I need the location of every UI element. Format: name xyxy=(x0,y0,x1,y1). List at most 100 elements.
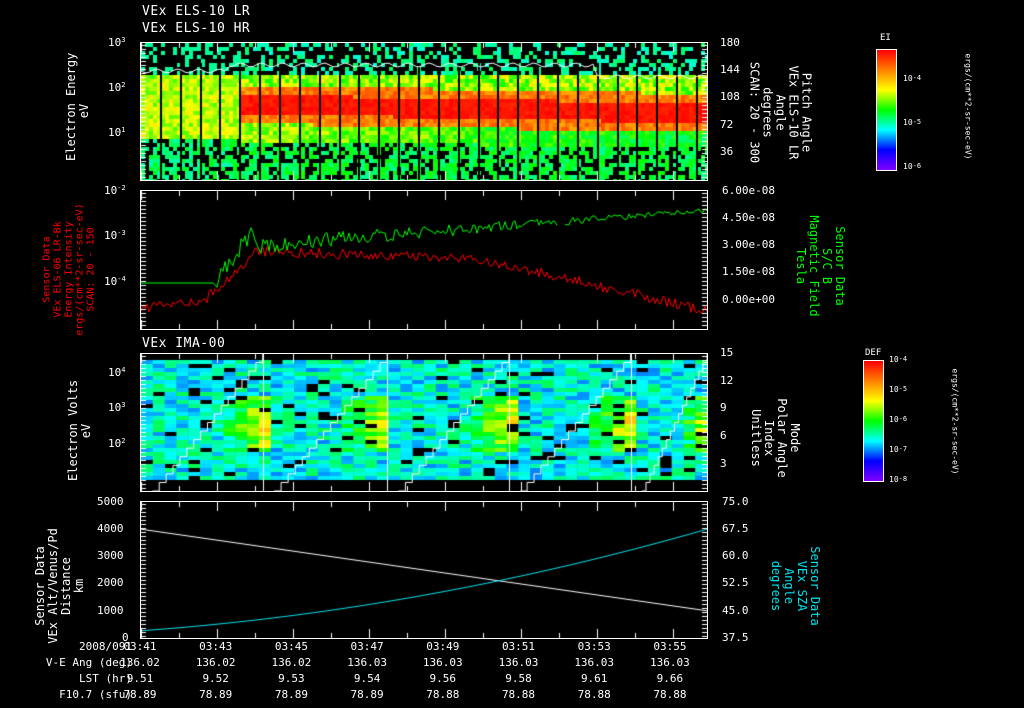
ima-ytick-6: 6 xyxy=(720,429,727,442)
orbit-line-plot xyxy=(141,502,707,638)
x-ve-ang-value: 136.03 xyxy=(347,656,387,669)
els-ylabel-right: Pitch Angle VEx ELS-10 LR Angle degrees SC… xyxy=(747,61,814,164)
x-f107-value: 78.89 xyxy=(274,688,308,701)
orb-ytick-67.5: 67.5 xyxy=(722,522,749,535)
x-lst-value: 9.54 xyxy=(353,672,381,685)
orb-ytick-37.5: 37.5 xyxy=(722,631,749,644)
orb-ytick-45: 45.0 xyxy=(722,604,749,617)
ima-ytick-3: 3 xyxy=(720,457,727,470)
x-time-label: 03:47 xyxy=(350,640,384,653)
bf-ytick-6e-8: 6.00e-08 xyxy=(722,184,775,197)
x-f107-value: 78.88 xyxy=(577,688,611,701)
orb-ytick-0: 0 xyxy=(122,631,129,644)
x-time-label: 03:53 xyxy=(577,640,611,653)
els-spectrogram-panel[interactable] xyxy=(140,42,708,181)
ima-colorbar xyxy=(863,360,884,482)
x-time-label: 03:55 xyxy=(653,640,687,653)
x-ve-ang-value: 136.02 xyxy=(120,656,160,669)
orb-ytick-4000: 4000 xyxy=(97,522,124,535)
ima-ytick-1e2: 102 xyxy=(108,437,126,450)
x-time-label: 03:43 xyxy=(199,640,233,653)
bf-ytick-1.5e-8: 1.50e-08 xyxy=(722,265,775,278)
ima-ytick-15: 15 xyxy=(720,346,734,359)
bf-ytick-1e-3: 10-3 xyxy=(104,229,126,242)
orb-ylabel-left: Sensor Data VEx Alt/Venus/Pd Distance km xyxy=(33,528,86,644)
bf-ylabel-right: Sensor Data S/C B Magnetic Field Tesla xyxy=(794,215,847,317)
orb-ytick-1000: 1000 xyxy=(97,604,124,617)
orb-ytick-52.5: 52.5 xyxy=(722,576,749,589)
orb-ytick-75: 75.0 xyxy=(722,495,749,508)
x-ve-ang-value: 136.02 xyxy=(271,656,312,669)
els-cbar-tick-3: 10-6 xyxy=(903,162,922,171)
els-ytick-1e1: 101 xyxy=(108,126,126,139)
bfield-line-plot xyxy=(141,191,707,329)
els-ytick-180: 180 xyxy=(720,36,740,49)
bf-ytick-1e-4: 10-4 xyxy=(104,275,126,288)
x-row-label-ve-ang: V-E Ang (deg) xyxy=(45,656,132,669)
x-lst-value: 9.61 xyxy=(580,672,608,685)
x-row-label-f107: F10.7 (sfu) xyxy=(59,688,132,701)
els-lr-title: VEx ELS-10 LR xyxy=(142,4,251,19)
bf-ytick-1e-2: 10-2 xyxy=(104,184,126,197)
els-spectrogram xyxy=(141,43,707,180)
x-f107-value: 78.89 xyxy=(123,688,157,701)
els-ytick-36: 36 xyxy=(720,145,734,158)
els-ytick-72: 72 xyxy=(720,118,734,131)
ima-ytick-9: 9 xyxy=(720,401,727,414)
x-ve-ang-value: 136.03 xyxy=(574,656,615,669)
els-colorbar-title: EI xyxy=(880,33,891,43)
x-time-label: 03:41 xyxy=(123,640,157,653)
bf-ytick-0: 0.00e+00 xyxy=(722,293,775,306)
x-ve-ang-value: 136.03 xyxy=(498,656,539,669)
ima-spectrogram-panel[interactable] xyxy=(140,353,708,492)
x-time-label: 03:51 xyxy=(501,640,536,653)
bfield-line-panel[interactable] xyxy=(140,190,708,330)
els-ytick-1e2: 102 xyxy=(108,81,126,94)
x-lst-value: 9.56 xyxy=(429,672,457,685)
orbit-line-panel[interactable] xyxy=(140,501,708,639)
ima-colorbar-title: DEF xyxy=(865,348,882,358)
x-lst-value: 9.66 xyxy=(656,672,684,685)
ima-cbar-tick-4: 10-7 xyxy=(889,445,908,454)
ima-ytick-12: 12 xyxy=(720,374,734,387)
x-time-label: 03:45 xyxy=(274,640,308,653)
x-row-label-lst: LST (hr) xyxy=(79,672,132,685)
orb-ytick-3000: 3000 xyxy=(97,549,124,562)
ima-cbar-tick-3: 10-6 xyxy=(889,415,908,424)
ima-ytick-1e4: 104 xyxy=(108,366,126,379)
x-time-label: 03:49 xyxy=(426,640,460,653)
els-hr-title: VEx ELS-10 HR xyxy=(142,21,251,36)
ima-title: VEx IMA-00 xyxy=(142,336,226,351)
els-ytick-144: 144 xyxy=(720,63,740,76)
ima-cbar-tick-2: 10-5 xyxy=(889,385,908,394)
ima-ylabel-right: Mode Polar Angle Index Unitless xyxy=(749,398,802,478)
els-cbar-tick-2: 10-5 xyxy=(903,118,922,127)
els-colorbar-units: ergs/(cm**2-sr-sec-eV) xyxy=(963,53,973,160)
orb-ylabel-right: Sensor Data VEx SZA Angle degrees xyxy=(769,546,822,626)
ima-colorbar-units: ergs/(cm**2-sr-sec-eV) xyxy=(950,368,960,475)
els-ytick-1e3: 103 xyxy=(108,36,126,49)
x-lst-value: 9.58 xyxy=(505,672,532,685)
x-f107-value: 78.88 xyxy=(653,688,687,701)
x-ve-ang-value: 136.02 xyxy=(195,656,236,669)
x-f107-value: 78.88 xyxy=(501,688,536,701)
ima-spectrogram xyxy=(141,354,707,491)
els-colorbar xyxy=(876,49,897,171)
els-ytick-108: 108 xyxy=(720,90,740,103)
x-ve-ang-value: 136.03 xyxy=(650,656,690,669)
x-f107-value: 78.89 xyxy=(199,688,233,701)
x-f107-value: 78.88 xyxy=(426,688,460,701)
x-lst-value: 9.52 xyxy=(202,672,229,685)
x-ve-ang-value: 136.03 xyxy=(422,656,463,669)
orb-ytick-2000: 2000 xyxy=(97,576,124,589)
x-lst-value: 9.51 xyxy=(126,672,154,685)
els-cbar-tick-1: 10-4 xyxy=(903,74,922,83)
x-lst-value: 9.53 xyxy=(278,672,305,685)
x-date-label: 2008/091 xyxy=(79,640,132,653)
ima-cbar-tick-1: 10-4 xyxy=(889,355,908,364)
ima-ytick-1e3: 103 xyxy=(108,401,126,414)
ima-ylabel-left: Electron Volts eV xyxy=(66,379,93,481)
els-ylabel-left: Electron Energy eV xyxy=(64,52,91,161)
orb-ytick-60: 60.0 xyxy=(722,549,749,562)
bf-ytick-4.5e-8: 4.50e-08 xyxy=(722,211,775,224)
